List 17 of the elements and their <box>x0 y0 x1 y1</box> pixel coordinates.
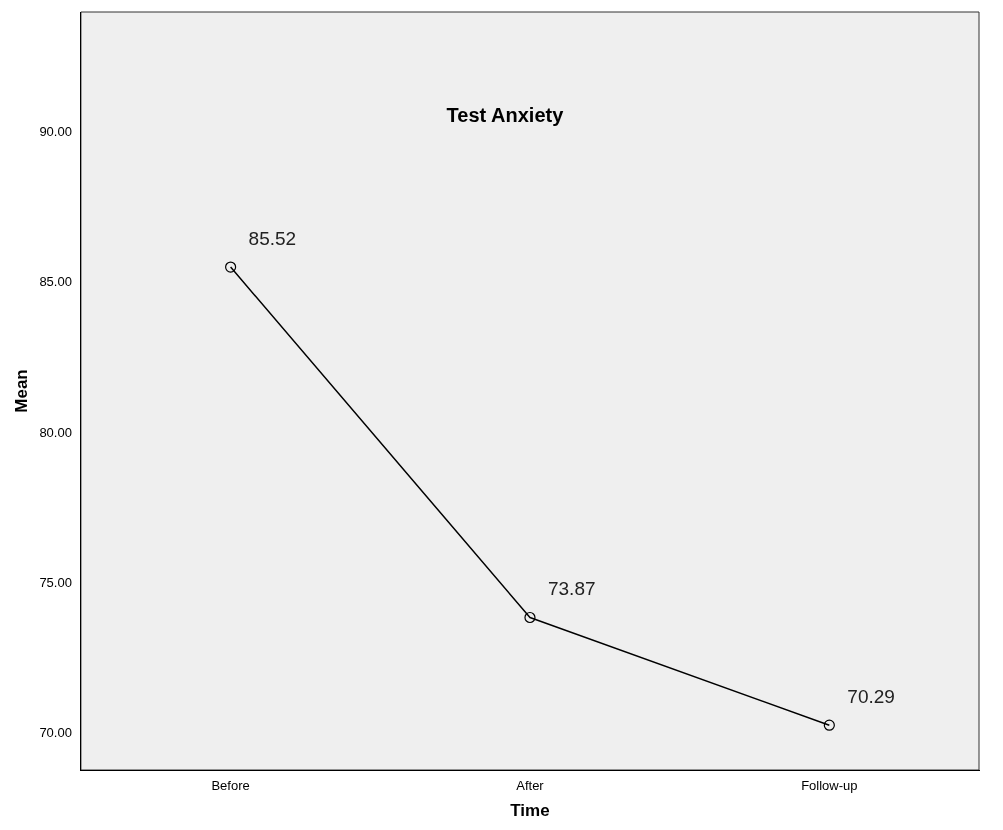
point <box>225 261 237 273</box>
point <box>823 719 835 731</box>
y-tick-label: 75.00 <box>39 575 72 591</box>
y-tick-label: 90.00 <box>39 123 72 139</box>
point <box>524 611 536 624</box>
text: Test Anxiety <box>446 104 565 126</box>
x-axis-title: Time <box>510 801 550 821</box>
y-tick-label: 85.00 <box>39 274 72 290</box>
y-tick-label: 70.00 <box>39 725 72 741</box>
data-label: 73.87 <box>547 578 596 600</box>
x-tick-label: Before <box>211 778 250 794</box>
data-label: 70.29 <box>847 686 895 708</box>
y-axis-title: Mean <box>11 369 31 413</box>
data-label: 85.52 <box>248 228 297 250</box>
y-tick-label: 80.00 <box>39 424 72 440</box>
x-tick-label: Follow-up <box>801 778 858 794</box>
x-tick-label: After <box>516 778 545 794</box>
